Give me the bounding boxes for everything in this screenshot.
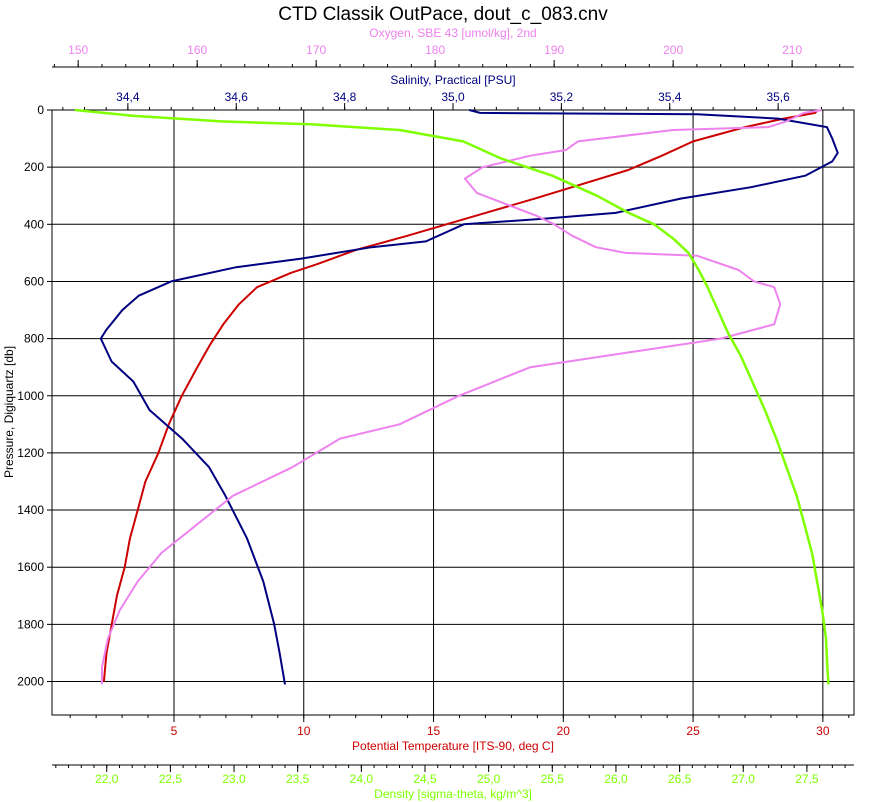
- series-layer: [74, 108, 839, 685]
- density-tick-label: 27,5: [795, 772, 819, 786]
- density-tick-label: 22,0: [95, 772, 119, 786]
- density-tick-label: 24,0: [350, 772, 374, 786]
- density-tick-label: 26,0: [604, 772, 628, 786]
- density-tick-label: 27,0: [732, 772, 756, 786]
- oxygen-tick-label: 190: [544, 43, 564, 57]
- salinity-profile-line: [99, 109, 839, 685]
- oxygen-axis-label: Oxygen, SBE 43 [umol/kg], 2nd: [369, 26, 536, 40]
- temperature-tick-label: 15: [427, 724, 441, 738]
- density-tick-label: 26,5: [668, 772, 692, 786]
- y-tick-label: 1400: [17, 503, 44, 517]
- y-tick-label: 0: [37, 103, 44, 117]
- oxygen-tick-label: 210: [782, 43, 802, 57]
- y-tick-label: 800: [24, 332, 44, 346]
- temperature-tick-label: 25: [686, 724, 700, 738]
- density-profile-line: [74, 108, 830, 685]
- y-tick-label: 1800: [17, 617, 44, 631]
- oxygen-tick-label: 150: [68, 43, 88, 57]
- oxygen-tick-label: 200: [663, 43, 683, 57]
- density-tick-label: 24,5: [413, 772, 437, 786]
- temperature-axis-label: Potential Temperature [ITS-90, deg C]: [352, 739, 554, 753]
- temperature-tick-label: 5: [171, 724, 178, 738]
- salinity-tick-label: 34,6: [225, 90, 249, 104]
- density-tick-label: 22,5: [159, 772, 183, 786]
- grid-layer: [52, 109, 854, 715]
- salinity-tick-label: 35,6: [766, 90, 790, 104]
- density-tick-label: 23,0: [222, 772, 246, 786]
- y-tick-label: 1200: [17, 446, 44, 460]
- oxygen-tick-label: 160: [187, 43, 207, 57]
- salinity-tick-label: 35,4: [658, 90, 682, 104]
- density-tick-label: 25,0: [477, 772, 501, 786]
- salinity-tick-label: 35,2: [550, 90, 574, 104]
- salinity-tick-label: 35,0: [441, 90, 465, 104]
- oxygen-tick-label: 170: [306, 43, 326, 57]
- oxygen-profile-line: [101, 109, 823, 685]
- y-tick-label: 1000: [17, 389, 44, 403]
- density-tick-label: 25,5: [541, 772, 565, 786]
- density-tick-label: 23,5: [286, 772, 310, 786]
- salinity-axis-label: Salinity, Practical [PSU]: [390, 73, 515, 87]
- temperature-tick-label: 20: [557, 724, 571, 738]
- y-tick-label: 2000: [17, 675, 44, 689]
- temperature-tick-label: 30: [816, 724, 830, 738]
- y-axis-label: Pressure, Digiquartz [db]: [2, 346, 16, 478]
- salinity-tick-label: 34,8: [333, 90, 357, 104]
- salinity-tick-label: 34,4: [116, 90, 140, 104]
- y-tick-label: 600: [24, 274, 44, 288]
- oxygen-tick-label: 180: [425, 43, 445, 57]
- temperature-tick-label: 10: [297, 724, 311, 738]
- y-tick-label: 400: [24, 217, 44, 231]
- axes-layer: 0 200 400 600 800 1000 1200 1400 1600 1800 2000 150…: [17, 26, 854, 801]
- chart-title: CTD Classik OutPace, dout_c_083.cnv: [278, 4, 608, 25]
- y-tick-label: 1600: [17, 560, 44, 574]
- y-tick-label: 200: [24, 160, 44, 174]
- density-axis-label: Density [sigma-theta, kg/m^3]: [374, 787, 532, 801]
- temperature-profile-line: [102, 109, 819, 682]
